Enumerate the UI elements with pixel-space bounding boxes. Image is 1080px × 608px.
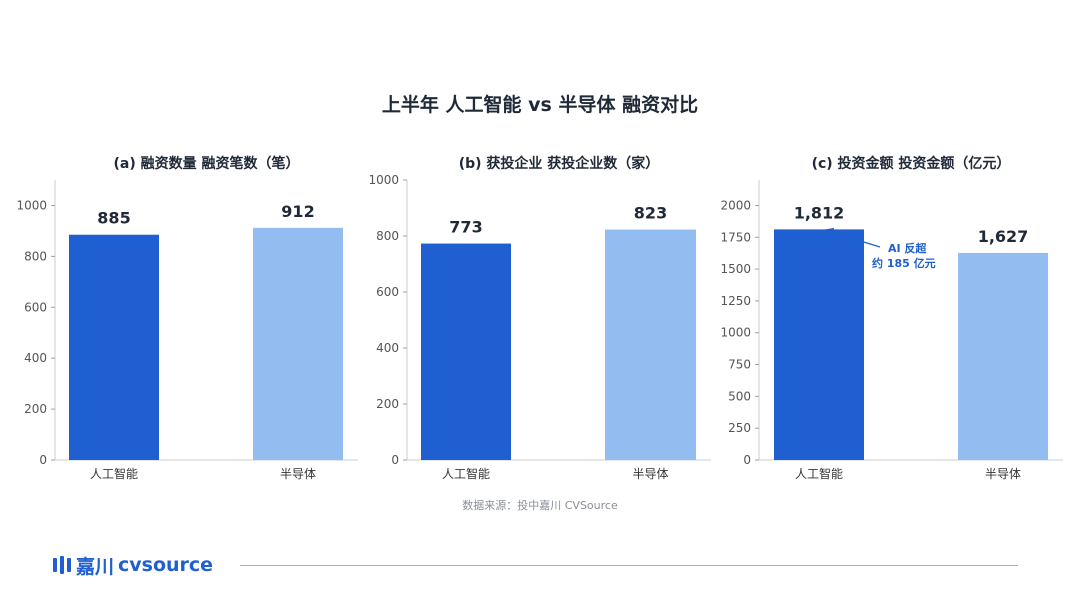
brand-suffix: cvsource: [118, 554, 214, 576]
chart-2-title: (b) 获投企业 获投企业数（家）: [459, 155, 660, 172]
chart-2-value-label-1: 773: [449, 218, 482, 237]
chart-3-y-tick-label: 750: [728, 358, 751, 372]
chart-1-value-label-1: 885: [97, 209, 130, 228]
brand-mark-icon: [53, 556, 71, 574]
chart-2-bar-1: [421, 243, 511, 460]
chart-2-y-tick-label: 400: [376, 341, 399, 355]
chart-1-category-label-2: 半导体: [280, 467, 316, 481]
main-title: 上半年 人工智能 vs 半导体 融资对比: [381, 94, 699, 116]
chart-1-y-tick-label: 800: [24, 249, 47, 263]
chart-3-value-label-2: 1,627: [978, 227, 1029, 246]
chart-1-y-tick-label: 600: [24, 300, 47, 314]
data-source-note: 数据来源：投中嘉川 CVSource: [462, 499, 618, 512]
chart-1-y-tick-label: 400: [24, 351, 47, 365]
chart-3-category-label-1: 人工智能: [795, 466, 843, 481]
chart-3-annotation-line-1: AI 反超: [888, 241, 927, 255]
chart-3-bar-1: [774, 229, 864, 460]
chart-2-y-tick-label: 200: [376, 397, 399, 411]
chart-3-y-tick-label: 250: [728, 421, 751, 435]
chart-1-bar-2: [253, 227, 343, 460]
chart-1-title: (a) 融资数量 融资笔数（笔）: [114, 155, 300, 172]
brand-logo: 嘉川 cvsource: [52, 552, 213, 578]
chart-2-y-tick-label: 800: [376, 229, 399, 243]
chart-3-title: (c) 投资金额 投资金额（亿元）: [812, 155, 1011, 172]
chart-1-y-tick-label: 200: [24, 402, 47, 416]
chart-3-category-label-2: 半导体: [985, 467, 1021, 481]
chart-1-y-tick-label: 1000: [16, 198, 47, 212]
brand-name: 嘉川: [76, 555, 115, 578]
chart-2-y-tick-label: 1000: [368, 173, 399, 187]
chart-3-y-tick-label: 1000: [720, 326, 751, 340]
footer-divider: [240, 565, 1018, 566]
chart-2-category-label-2: 半导体: [632, 467, 668, 481]
chart-1-category-label-1: 人工智能: [90, 466, 138, 481]
chart-2-y-tick-label: 600: [376, 285, 399, 299]
chart-1-value-label-2: 912: [281, 202, 314, 221]
chart-3-annotation-line-2: 约 185 亿元: [872, 256, 936, 270]
chart-1-bar-1: [69, 234, 159, 460]
chart-3-y-tick-label: 1250: [720, 294, 751, 308]
chart-3-y-tick-label: 1750: [720, 230, 751, 244]
chart-2-bar-2: [605, 229, 696, 460]
chart-2-value-label-2: 823: [634, 204, 667, 223]
chart-3-y-tick-label: 1500: [720, 262, 751, 276]
chart-3-bar-2: [958, 252, 1048, 460]
chart-1-y-tick-label: 0: [39, 453, 47, 467]
chart-2-y-tick-label: 0: [391, 453, 399, 467]
chart-2-category-label-1: 人工智能: [442, 466, 490, 481]
chart-3-annotation-arrow: [823, 227, 881, 248]
chart-3-y-tick-label: 2000: [720, 198, 751, 212]
chart-3-value-label-1: 1,812: [794, 203, 845, 222]
chart-3-y-tick-label: 500: [728, 389, 751, 403]
chart-3-y-tick-label: 0: [743, 453, 751, 467]
